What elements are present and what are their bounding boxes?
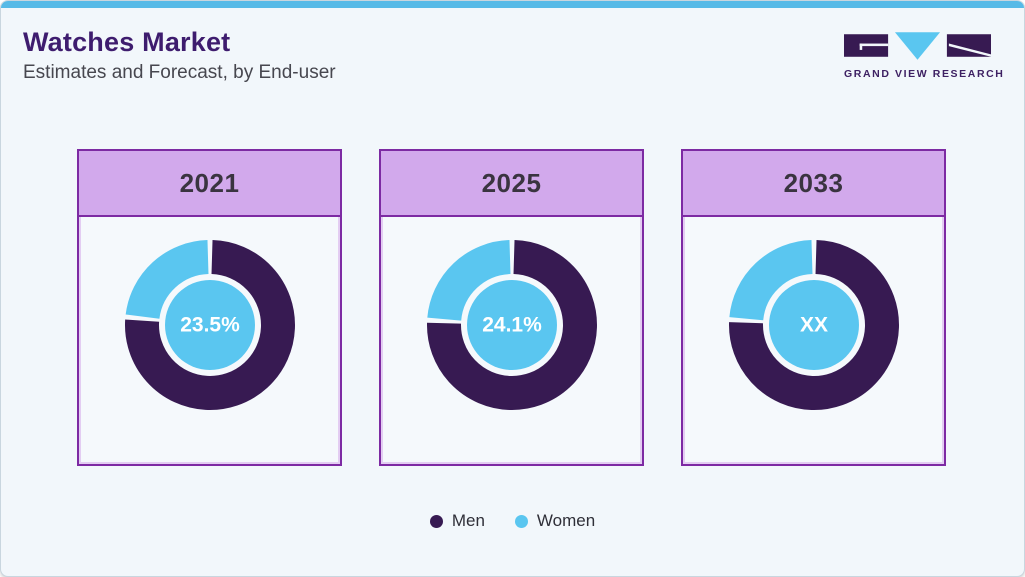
donut-chart-2033: XX	[728, 240, 899, 410]
grand-view-research-logo: GRAND VIEW RESEARCH	[844, 29, 1005, 80]
card-body-2033: XX	[683, 217, 944, 463]
year-card-2021: 2021 23.5%	[77, 149, 342, 466]
donut-center-value: 24.1%	[482, 314, 542, 337]
legend-item-men: Men	[429, 511, 485, 531]
card-header-2033: 2033	[683, 151, 944, 217]
title-block: Watches Market Estimates and Forecast, b…	[23, 27, 336, 84]
card-header-2025: 2025	[381, 151, 642, 217]
year-label: 2025	[481, 167, 542, 198]
page-title: Watches Market	[23, 27, 231, 57]
year-card-2033: 2033 XX	[681, 149, 946, 466]
women-legend-dot-icon	[514, 514, 528, 528]
card-body-2025: 24.1%	[381, 217, 642, 463]
gvr-logo-icon	[844, 32, 991, 60]
men-slice	[124, 240, 295, 410]
year-cards-row: 2021 23.5% 2025 24.1% 2033 XX	[77, 149, 946, 466]
card-body-2021: 23.5%	[79, 217, 340, 463]
legend-label: Men	[451, 511, 485, 530]
donut-center-circle	[466, 280, 557, 370]
women-slice	[426, 240, 511, 322]
legend-label: Women	[536, 511, 596, 530]
men-slice	[728, 240, 899, 410]
top-accent-strip	[1, 1, 1024, 8]
donut-center-value: 23.5%	[180, 314, 240, 337]
brand-name: GRAND VIEW RESEARCH	[844, 68, 1005, 80]
year-card-2025: 2025 24.1%	[379, 149, 644, 466]
donut-center-circle	[164, 280, 255, 370]
chart-legend: Men Women	[1, 511, 1024, 531]
men-slice	[426, 240, 597, 410]
donut-chart-2021: 23.5%	[124, 240, 295, 410]
women-slice	[728, 240, 813, 322]
year-label: 2021	[179, 167, 240, 198]
donut-center-circle	[768, 280, 859, 370]
year-label: 2033	[783, 167, 844, 198]
donut-chart-2025: 24.1%	[426, 240, 597, 410]
legend-item-women: Women	[514, 511, 596, 531]
page-subtitle: Estimates and Forecast, by End-user	[23, 62, 336, 83]
women-slice	[125, 240, 209, 320]
card-header-2021: 2021	[79, 151, 340, 217]
men-legend-dot-icon	[429, 514, 443, 528]
donut-center-value: XX	[799, 314, 827, 337]
